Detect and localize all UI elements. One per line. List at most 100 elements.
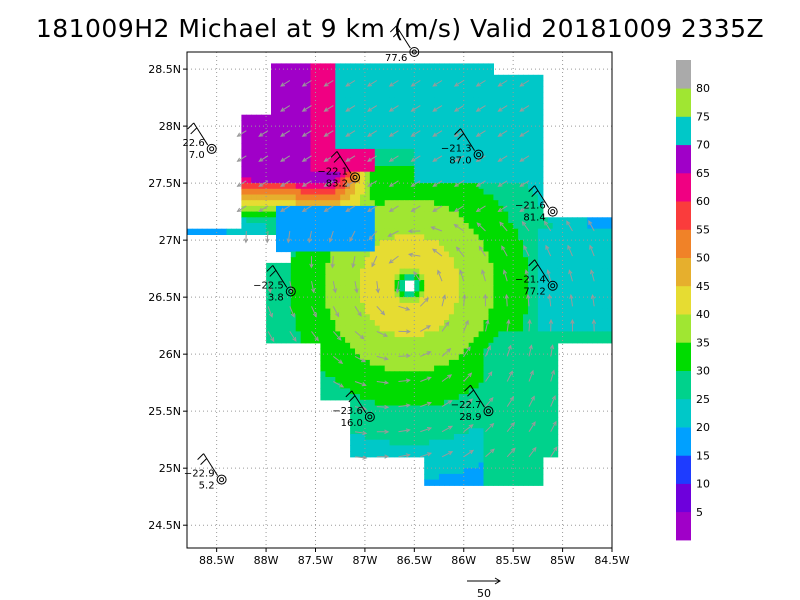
wind-speed-cell <box>231 228 237 235</box>
wind-vector <box>506 320 510 332</box>
wind-speed-cell <box>587 257 593 264</box>
wind-speed-cell <box>261 126 267 133</box>
wind-speed-cell <box>498 217 504 224</box>
wind-speed-cell <box>537 143 544 150</box>
wind-speed-cell <box>572 337 578 344</box>
wind-speed-cell <box>473 109 480 116</box>
wind-vector-head <box>497 207 503 213</box>
wind-speed-cell <box>498 234 504 241</box>
wind-speed-cell <box>404 382 410 389</box>
wind-vector <box>411 130 421 137</box>
wind-speed-cell <box>360 126 366 133</box>
wind-speed-cell <box>364 388 371 395</box>
wind-speed-cell <box>562 302 569 310</box>
wind-vector <box>590 270 595 282</box>
wind-speed-cell <box>444 268 450 275</box>
wind-speed-cell <box>518 348 524 355</box>
wind-speed-cell <box>488 399 494 407</box>
wind-speed-cell <box>364 234 371 241</box>
wind-speed-cell <box>503 377 509 384</box>
wind-speed-cell <box>360 411 366 418</box>
wind-speed-cell <box>493 285 499 292</box>
wind-speed-cell <box>419 445 425 452</box>
wind-speed-cell <box>404 274 410 281</box>
wind-speed-cell <box>562 240 569 247</box>
wind-speed-cell <box>488 314 494 321</box>
wind-speed-cell <box>419 325 425 332</box>
wind-vector <box>503 270 508 282</box>
wind-speed-cell <box>389 365 396 372</box>
wind-speed-cell <box>572 245 578 253</box>
wind-speed-cell <box>473 211 480 218</box>
wind-speed-cell <box>271 314 277 321</box>
wind-speed-cell <box>518 137 524 144</box>
wind-speed-cell <box>295 143 302 150</box>
wind-speed-cell <box>453 314 460 321</box>
wind-speed-cell <box>369 416 376 424</box>
wind-speed-cell <box>419 200 425 207</box>
wind-speed-cell <box>523 365 529 372</box>
wind-speed-cell <box>394 126 401 133</box>
wind-speed-cell <box>458 434 465 441</box>
wind-speed-cell <box>350 405 356 412</box>
wind-speed-cell <box>271 120 277 127</box>
wind-speed-cell <box>513 331 519 338</box>
wind-speed-cell <box>508 257 514 264</box>
wind-speed-cell <box>582 331 588 338</box>
wind-speed-cell <box>532 297 539 304</box>
wind-speed-cell <box>577 228 583 235</box>
wind-speed-cell <box>409 211 415 218</box>
wind-speed-cell <box>360 268 366 275</box>
wind-speed-cell <box>478 114 485 121</box>
wind-speed-cell <box>424 456 430 464</box>
wind-speed-cell <box>444 143 450 150</box>
wind-vector-head <box>236 132 242 137</box>
wind-speed-cell <box>508 405 514 412</box>
wind-speed-cell <box>508 394 514 401</box>
wind-speed-cell <box>513 103 519 110</box>
wind-speed-cell <box>572 228 578 235</box>
wind-speed-cell <box>503 388 509 395</box>
wind-vector-head <box>407 252 414 258</box>
wind-speed-cell <box>448 445 455 452</box>
wind-speed-cell <box>508 262 514 270</box>
wind-speed-cell <box>503 314 509 321</box>
wind-speed-cell <box>448 143 455 150</box>
wind-speed-cell <box>448 382 455 389</box>
wind-vector <box>280 105 291 112</box>
wind-speed-cell <box>439 331 445 338</box>
wind-speed-cell <box>369 342 376 350</box>
wind-speed-cell <box>389 337 396 344</box>
wind-speed-cell <box>567 285 573 292</box>
wind-vector <box>506 371 513 382</box>
wind-speed-cell <box>513 262 519 270</box>
wind-speed-cell <box>340 337 346 344</box>
wind-speed-cell <box>241 114 247 121</box>
wind-speed-cell <box>493 451 499 458</box>
wind-speed-cell <box>458 451 465 458</box>
wind-speed-cell <box>528 200 534 207</box>
wind-vector <box>566 220 573 232</box>
wind-speed-cell <box>350 268 356 275</box>
wind-speed-cell <box>483 131 489 139</box>
wind-speed-cell <box>483 63 489 70</box>
wind-speed-cell <box>582 285 588 292</box>
wind-speed-cell <box>537 377 544 384</box>
wind-barb-flag <box>389 25 397 33</box>
wind-speed-cell <box>532 428 539 435</box>
wind-speed-cell <box>602 337 608 344</box>
wind-speed-cell <box>434 371 440 378</box>
wind-speed-cell <box>389 143 396 150</box>
wind-speed-cell <box>463 416 470 424</box>
wind-speed-cell <box>537 251 544 258</box>
wind-speed-cell <box>389 194 396 201</box>
wind-speed-cell <box>290 291 297 298</box>
wind-speed-cell <box>285 194 292 201</box>
wind-speed-cell <box>325 388 331 395</box>
wind-speed-cell <box>389 451 396 458</box>
wind-speed-cell <box>607 314 612 321</box>
wind-speed-cell <box>374 394 381 401</box>
wind-vector-head <box>388 157 394 162</box>
wind-speed-cell <box>394 405 401 412</box>
wind-speed-cell <box>399 291 405 298</box>
